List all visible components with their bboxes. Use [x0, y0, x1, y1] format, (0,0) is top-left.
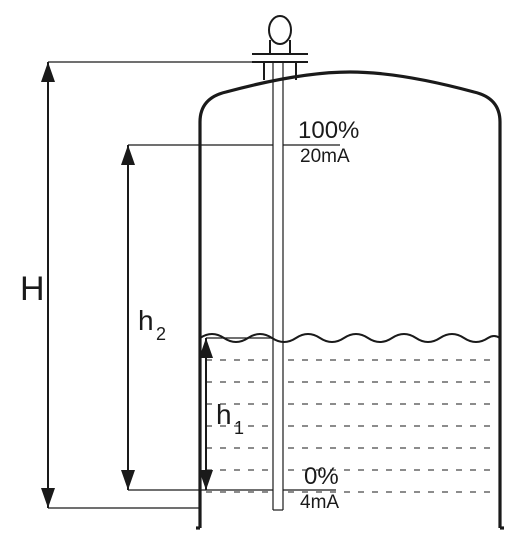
label-h1: h 1	[216, 399, 244, 438]
svg-text:h: h	[138, 305, 154, 336]
svg-text:2: 2	[156, 324, 166, 344]
liquid-dashed	[206, 360, 494, 492]
label-H: H	[20, 270, 45, 308]
svg-text:1: 1	[234, 418, 244, 438]
svg-text:h: h	[216, 399, 232, 430]
label-100pct: 100%	[298, 117, 359, 144]
label-h2: h 2	[138, 305, 166, 344]
probe-tube	[273, 62, 283, 510]
label-4mA: 4mA	[300, 492, 339, 513]
dimension-h2	[121, 145, 135, 490]
label-20mA: 20mA	[300, 146, 350, 167]
label-0pct: 0%	[304, 463, 339, 490]
tank-cap	[252, 16, 308, 80]
